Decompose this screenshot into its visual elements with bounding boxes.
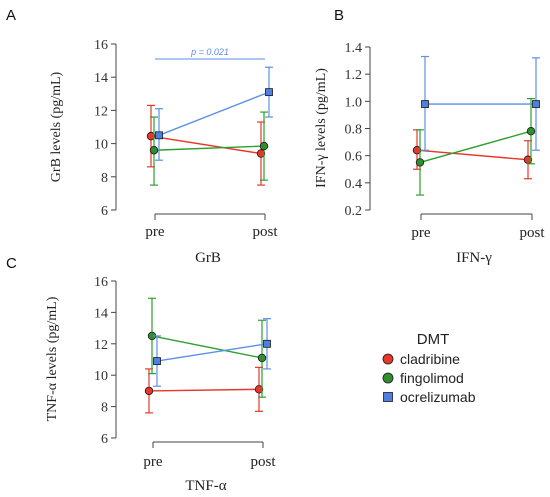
- data-point-fingolimod: [526, 127, 536, 136]
- panel-label-a: A: [6, 7, 16, 24]
- series-line-fingolimod: [419, 130, 532, 164]
- x-tick-label: post: [519, 225, 545, 241]
- data-point-ocrelizumab: [532, 100, 540, 108]
- data-point-cladribine: [256, 149, 266, 158]
- y-tick-label: 0.4: [345, 177, 363, 192]
- data-point-fingolimod: [149, 146, 159, 155]
- data-point-fingolimod: [259, 141, 269, 151]
- legend-marker-ocrelizumab: [383, 392, 393, 402]
- data-point-ocrelizumab: [263, 339, 271, 348]
- y-tick-label: 0.2: [345, 204, 363, 219]
- y-tick-label: 14: [94, 71, 108, 86]
- series-line-fingolimod: [153, 145, 265, 151]
- series-line-fingolimod: [151, 335, 263, 359]
- x-axis-title: GrB: [195, 250, 221, 266]
- chart-panel-c: 6 8 10 12 14 16 pre post TNF-α TNF-α levels (pg/m…: [45, 275, 276, 494]
- legend-marker-cladribine: [382, 353, 394, 365]
- x-tick-label: post: [252, 224, 278, 240]
- x-tick-label: post: [250, 454, 276, 470]
- series-line-cladribine: [150, 135, 262, 155]
- data-point-ocrelizumab: [265, 88, 273, 97]
- x-axis-title: IFN-γ: [456, 250, 492, 266]
- data-point-ocrelizumab: [421, 100, 429, 108]
- series-line-cladribine: [148, 388, 260, 392]
- y-tick-label: 8: [101, 171, 108, 186]
- legend-marker-fingolimod: [382, 372, 394, 384]
- y-tick-label: 0.6: [345, 150, 363, 165]
- y-axis-title: IFN-γ levels (pg/mL): [314, 68, 329, 188]
- y-tick-label: 10: [94, 138, 108, 153]
- x-tick-label: pre: [145, 224, 164, 240]
- legend-label-fingolimod: fingolimod: [400, 370, 464, 386]
- legend-label-cladribine: cladribine: [400, 351, 460, 367]
- y-tick-label: 10: [94, 369, 108, 384]
- data-point-ocrelizumab: [153, 357, 161, 365]
- y-tick-label: 6: [101, 204, 108, 219]
- y-tick-label: 1.4: [345, 41, 363, 56]
- series-ocrelizumab: [155, 66, 273, 161]
- data-point-ocrelizumab: [155, 131, 163, 140]
- series-ocrelizumab: [153, 318, 271, 387]
- y-axis-title: GrB levels (pg/mL): [49, 71, 64, 182]
- series-line-ocrelizumab: [156, 343, 268, 362]
- data-point-fingolimod: [415, 158, 425, 167]
- y-tick-label: 14: [94, 306, 108, 321]
- y-tick-label: 1.0: [345, 95, 363, 110]
- data-point-fingolimod: [257, 353, 267, 363]
- legend-items: cladribine fingolimod ocrelizumab: [382, 351, 476, 405]
- legend-label-ocrelizumab: ocrelizumab: [400, 389, 476, 405]
- chart-panel-b: 0.2 0.4 0.6 0.8 1.0 1.2 1.4 pre post IFN-γ IFN-γ l…: [314, 41, 545, 266]
- data-point-cladribine: [412, 146, 422, 155]
- legend-title: DMT: [417, 331, 450, 348]
- series-fingolimod: [147, 297, 267, 398]
- data-point-cladribine: [254, 385, 264, 394]
- significance-label: p = 0.021: [190, 47, 229, 57]
- y-tick-label: 12: [94, 104, 108, 119]
- chart-panel-a: 6 8 10 12 14 16 pre post GrB GrB levels (pg/mL) p …: [49, 38, 278, 266]
- panel-label-b: B: [334, 7, 344, 24]
- y-tick-label: 6: [101, 432, 108, 447]
- series-fingolimod: [415, 98, 536, 196]
- data-point-cladribine: [146, 131, 156, 141]
- y-tick-label: 16: [94, 275, 108, 290]
- series-line-cladribine: [416, 149, 529, 161]
- series-ocrelizumab: [421, 55, 540, 151]
- y-tick-label: 0.8: [345, 123, 363, 138]
- panel-label-c: C: [6, 255, 17, 272]
- y-axis-title: TNF-α levels (pg/mL): [45, 296, 60, 421]
- series-line-ocrelizumab: [158, 91, 270, 136]
- x-tick-label: pre: [143, 454, 162, 470]
- data-point-cladribine: [144, 386, 154, 396]
- legend: DMT cladribine fingolimod ocrelizumab: [382, 331, 476, 405]
- y-tick-label: 12: [94, 338, 108, 353]
- series-cladribine: [412, 129, 533, 180]
- y-tick-label: 1.2: [345, 68, 363, 83]
- y-tick-label: 16: [94, 38, 108, 53]
- series-cladribine: [144, 366, 264, 414]
- x-tick-label: pre: [411, 225, 430, 241]
- series-fingolimod: [149, 111, 269, 186]
- y-tick-label: 8: [101, 401, 108, 416]
- x-axis-title: TNF-α: [185, 478, 226, 494]
